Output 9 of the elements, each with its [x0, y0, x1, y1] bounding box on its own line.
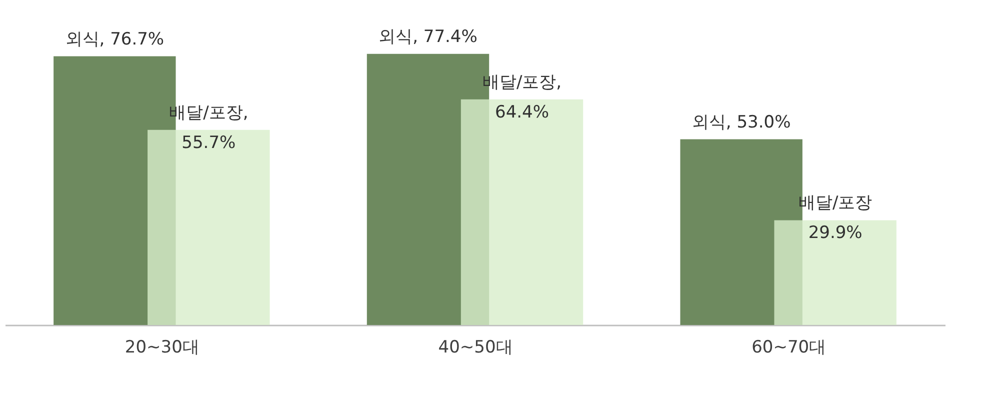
data-label: 외식, 77.4%: [378, 26, 478, 47]
bar: [774, 220, 896, 325]
x-tick-label: 60~70대: [752, 338, 826, 358]
data-label: 외식, 53.0%: [692, 112, 791, 132]
bar: [460, 99, 584, 325]
data-label: 외식, 76.7%: [65, 29, 164, 50]
x-tick-label: 40~50대: [438, 338, 513, 358]
bar: [148, 130, 270, 325]
x-tick-label: 20~30대: [124, 338, 200, 358]
